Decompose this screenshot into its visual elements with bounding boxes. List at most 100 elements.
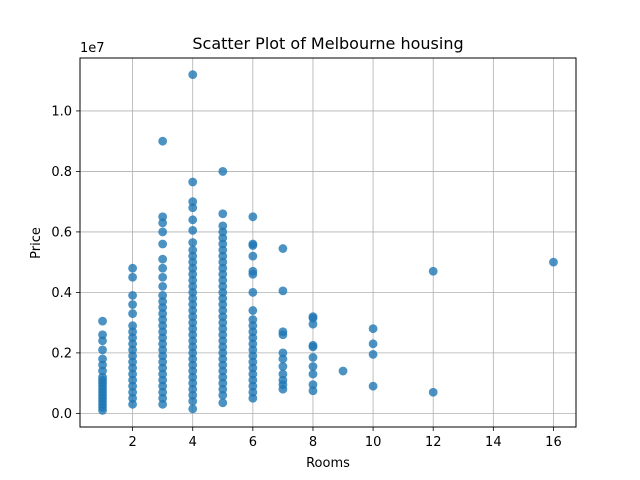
- data-point: [248, 363, 258, 373]
- data-point: [218, 269, 228, 279]
- data-point: [218, 360, 228, 370]
- y-tick-label: 0.4: [51, 286, 72, 301]
- points-layer: [98, 70, 558, 415]
- data-point: [248, 375, 258, 385]
- data-point: [128, 321, 138, 331]
- data-point: [248, 315, 258, 325]
- data-point: [278, 244, 288, 253]
- data-point: [128, 333, 138, 343]
- data-point: [188, 215, 198, 225]
- data-point: [218, 306, 228, 315]
- x-tick-label: 16: [545, 435, 562, 450]
- y-offset-label: 1e7: [80, 41, 105, 56]
- data-point: [188, 336, 198, 346]
- data-point: [98, 366, 107, 376]
- data-point: [158, 363, 168, 373]
- chart-title: Scatter Plot of Melbourne housing: [192, 34, 463, 53]
- data-point: [188, 404, 198, 414]
- data-point: [128, 291, 138, 300]
- data-point: [338, 366, 348, 376]
- data-point: [188, 306, 198, 315]
- data-point: [278, 348, 288, 358]
- data-point: [248, 327, 258, 337]
- data-point: [248, 393, 258, 403]
- data-point: [188, 378, 198, 388]
- data-point: [188, 324, 198, 334]
- data-point: [278, 375, 288, 385]
- data-point: [188, 203, 198, 213]
- data-point: [128, 363, 138, 373]
- data-point: [218, 324, 228, 334]
- data-point: [158, 239, 168, 249]
- data-point: [158, 399, 168, 409]
- y-tick-label: 0.0: [51, 407, 72, 422]
- data-point: [248, 345, 258, 355]
- data-point: [158, 263, 168, 273]
- x-tick-label: 14: [485, 435, 502, 450]
- x-tick-label: 10: [365, 435, 382, 450]
- data-point: [188, 70, 198, 80]
- data-point: [188, 238, 198, 247]
- data-point: [218, 167, 228, 176]
- data-point: [218, 227, 228, 237]
- data-point: [188, 342, 198, 352]
- data-point: [218, 281, 228, 291]
- data-point: [158, 227, 168, 237]
- data-point: [248, 357, 258, 367]
- data-point: [128, 387, 138, 397]
- data-point: [308, 340, 318, 350]
- data-point: [248, 387, 258, 397]
- data-point: [158, 357, 168, 367]
- data-point: [158, 297, 168, 306]
- data-point: [158, 327, 168, 337]
- y-tick-label: 0.6: [51, 225, 72, 240]
- data-point: [128, 339, 138, 349]
- data-point: [128, 381, 138, 391]
- data-point: [188, 300, 198, 309]
- data-point: [158, 387, 168, 397]
- data-point: [218, 390, 228, 400]
- data-point: [188, 288, 198, 297]
- data-point: [368, 381, 378, 391]
- data-point: [188, 263, 198, 273]
- y-tick-label: 0.2: [51, 346, 72, 361]
- data-point: [218, 300, 228, 309]
- data-point: [158, 375, 168, 385]
- data-point: [248, 351, 258, 361]
- data-point: [158, 321, 168, 331]
- data-point: [128, 309, 138, 318]
- data-point: [278, 354, 288, 364]
- data-point: [248, 333, 258, 343]
- data-point: [248, 306, 258, 315]
- data-point: [218, 233, 228, 243]
- data-point: [128, 393, 138, 403]
- data-point: [158, 212, 168, 222]
- data-point: [218, 275, 228, 285]
- data-point: [98, 336, 107, 346]
- data-point: [218, 209, 228, 219]
- data-point: [278, 327, 288, 337]
- data-point: [188, 226, 198, 235]
- data-point: [158, 333, 168, 343]
- data-point: [188, 197, 198, 207]
- data-point: [188, 384, 198, 394]
- data-point: [248, 381, 258, 391]
- data-point: [368, 324, 378, 334]
- data-point: [188, 318, 198, 328]
- data-point: [128, 345, 138, 355]
- x-tick-label: 6: [249, 435, 257, 450]
- data-point: [188, 251, 198, 261]
- data-point: [128, 399, 138, 409]
- x-tick-label: 8: [309, 435, 317, 450]
- data-point: [218, 372, 228, 382]
- data-point: [308, 380, 318, 390]
- data-point: [278, 369, 288, 379]
- data-point: [218, 336, 228, 346]
- data-point: [218, 245, 228, 255]
- data-point: [158, 272, 168, 282]
- data-point: [248, 339, 258, 349]
- data-point: [218, 366, 228, 376]
